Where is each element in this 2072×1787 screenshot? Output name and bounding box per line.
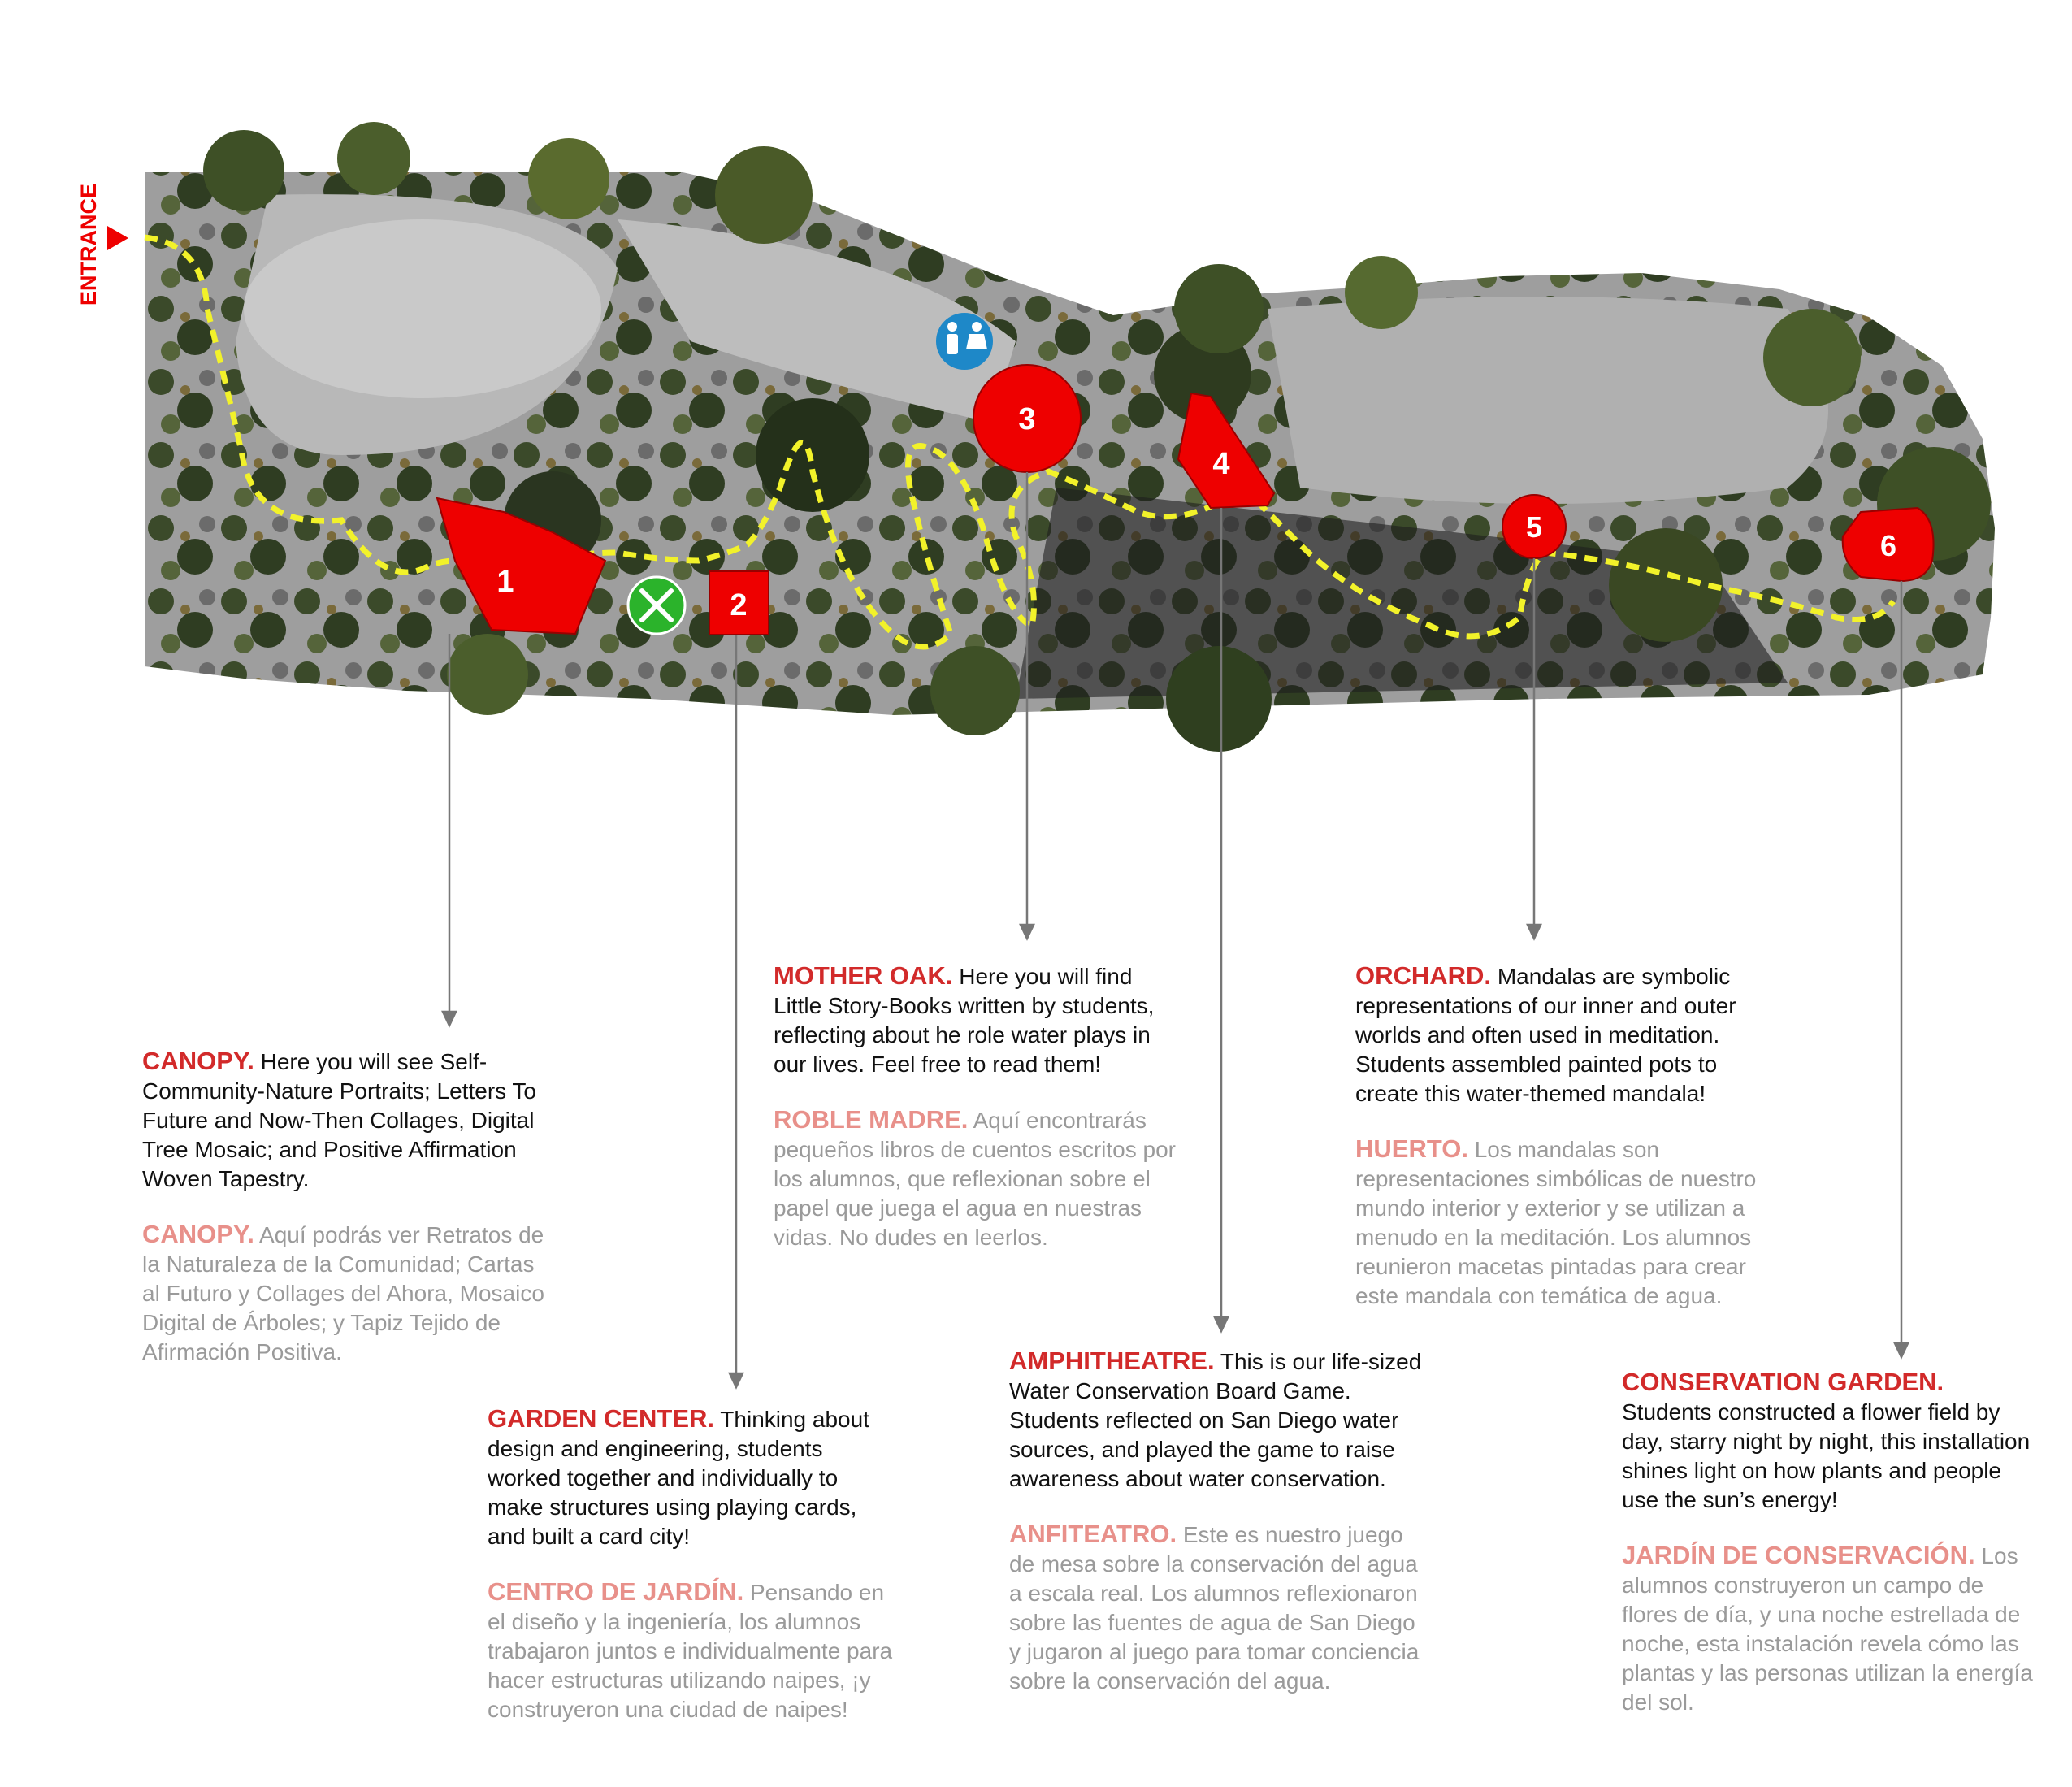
station-number-2: 2 bbox=[730, 588, 747, 622]
desc-en-title: AMPHITHEATRE. bbox=[1009, 1347, 1215, 1375]
station-desc-4: AMPHITHEATRE. This is our life-sized Wat… bbox=[1009, 1347, 1428, 1722]
walking-path bbox=[144, 234, 1896, 650]
leader-lines bbox=[441, 472, 1909, 1390]
station-desc-1: CANOPY. Here you will see Self-Community… bbox=[142, 1047, 557, 1393]
desc-es: HUERTO. Los mandalas son representacione… bbox=[1355, 1134, 1774, 1311]
desc-en-text: Students constructed a flower field by d… bbox=[1622, 1399, 2031, 1512]
station-marker-5[interactable]: 5 bbox=[1502, 494, 1567, 559]
desc-en-text: Thinking about design and engineering, s… bbox=[488, 1407, 869, 1549]
desc-es-text: Los alumnos construyeron un campo de flo… bbox=[1622, 1543, 2033, 1715]
station-desc-6: CONSERVATION GARDEN. Students constructe… bbox=[1622, 1368, 2036, 1743]
desc-en-text: Here you will find Little Story-Books wr… bbox=[774, 964, 1155, 1077]
station-number-5: 5 bbox=[1526, 510, 1542, 544]
desc-es-text: Pensando en el diseño y la ingeniería, l… bbox=[488, 1580, 893, 1722]
station-number-3: 3 bbox=[1018, 402, 1035, 436]
station-marker-2[interactable]: 2 bbox=[709, 570, 769, 635]
desc-es: CENTRO DE JARDÍN. Pensando en el diseño … bbox=[488, 1577, 894, 1724]
desc-es-text: Los mandalas son representaciones simból… bbox=[1355, 1137, 1757, 1308]
entrance-marker: ENTRANCE bbox=[76, 184, 128, 306]
desc-en: CONSERVATION GARDEN. Students constructe… bbox=[1622, 1368, 2036, 1515]
desc-en-text: Here you will see Self-Community-Nature … bbox=[142, 1049, 536, 1191]
desc-es: ANFITEATRO. Este es nuestro juego de mes… bbox=[1009, 1520, 1428, 1696]
station-number-6: 6 bbox=[1880, 529, 1896, 562]
desc-es-text: Aquí podrás ver Retratos de la Naturalez… bbox=[142, 1222, 544, 1364]
fork-knife-icon[interactable] bbox=[626, 575, 687, 635]
desc-es-title: HUERTO. bbox=[1355, 1134, 1468, 1163]
desc-en: ORCHARD. Mandalas are symbolic represent… bbox=[1355, 961, 1774, 1108]
desc-es-title: ANFITEATRO. bbox=[1009, 1520, 1177, 1548]
desc-es-text: Este es nuestro juego de mesa sobre la c… bbox=[1009, 1522, 1420, 1694]
desc-es-title: CANOPY. bbox=[142, 1220, 254, 1248]
station-marker-6[interactable]: 6 bbox=[1841, 506, 1935, 583]
desc-en-title: CANOPY. bbox=[142, 1047, 254, 1075]
desc-en: GARDEN CENTER. Thinking about design and… bbox=[488, 1404, 894, 1551]
station-desc-2: GARDEN CENTER. Thinking about design and… bbox=[488, 1404, 894, 1750]
desc-es-title: JARDÍN DE CONSERVACIÓN. bbox=[1622, 1541, 1975, 1569]
desc-en-title: ORCHARD. bbox=[1355, 961, 1492, 990]
entrance-arrow-icon bbox=[107, 226, 128, 250]
desc-en: CANOPY. Here you will see Self-Community… bbox=[142, 1047, 557, 1194]
station-marker-1[interactable]: 1 bbox=[436, 497, 607, 635]
station-number-1: 1 bbox=[496, 565, 514, 599]
station-desc-5: ORCHARD. Mandalas are symbolic represent… bbox=[1355, 961, 1774, 1337]
desc-es-title: ROBLE MADRE. bbox=[774, 1105, 969, 1134]
desc-en: AMPHITHEATRE. This is our life-sized Wat… bbox=[1009, 1347, 1428, 1494]
desc-es: JARDÍN DE CONSERVACIÓN. Los alumnos cons… bbox=[1622, 1541, 2036, 1717]
desc-es: CANOPY. Aquí podrás ver Retratos de la N… bbox=[142, 1220, 557, 1367]
desc-es: ROBLE MADRE. Aquí encontrarás pequeños l… bbox=[774, 1105, 1184, 1252]
desc-en-text: Mandalas are symbolic representations of… bbox=[1355, 964, 1736, 1106]
station-number-4: 4 bbox=[1212, 447, 1229, 481]
restroom-icon[interactable] bbox=[936, 313, 993, 370]
desc-en-text: This is our life-sized Water Conservatio… bbox=[1009, 1349, 1422, 1491]
station-desc-3: MOTHER OAK. Here you will find Little St… bbox=[774, 961, 1184, 1278]
desc-en-title: CONSERVATION GARDEN. bbox=[1622, 1368, 1944, 1396]
desc-es-text: Aquí encontrarás pequeños libros de cuen… bbox=[774, 1108, 1176, 1250]
desc-en-title: GARDEN CENTER. bbox=[488, 1404, 715, 1433]
desc-en-title: MOTHER OAK. bbox=[774, 961, 953, 990]
station-marker-4[interactable]: 4 bbox=[1177, 392, 1276, 510]
station-marker-3[interactable]: 3 bbox=[973, 364, 1082, 473]
desc-en: MOTHER OAK. Here you will find Little St… bbox=[774, 961, 1184, 1079]
entrance-label: ENTRANCE bbox=[76, 184, 101, 306]
desc-es-title: CENTRO DE JARDÍN. bbox=[488, 1577, 744, 1606]
